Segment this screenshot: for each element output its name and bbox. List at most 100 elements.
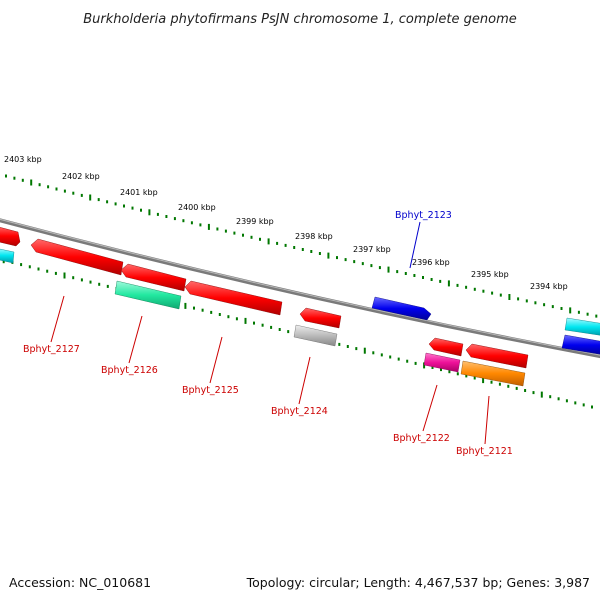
scale-minor-tick bbox=[456, 283, 459, 287]
genome-summary: Topology: circular; Length: 4,467,537 bp… bbox=[246, 575, 590, 590]
scale-minor-tick bbox=[448, 370, 451, 374]
scale-major-tick bbox=[447, 280, 450, 287]
gene-feature-bphyt-2124[interactable] bbox=[299, 307, 342, 329]
scale-major-tick bbox=[540, 391, 543, 398]
scale-major-tick bbox=[184, 302, 187, 309]
gene-feature-bphyt-2126[interactable] bbox=[114, 280, 182, 310]
scale-minor-tick bbox=[310, 250, 313, 253]
scale-minor-tick bbox=[498, 382, 501, 386]
scale-minor-tick bbox=[549, 395, 552, 399]
scale-minor-tick bbox=[346, 345, 349, 348]
gene-label-bphyt-2122[interactable]: Bphyt_2122 bbox=[393, 433, 450, 444]
chromosome-backbone bbox=[0, 218, 600, 359]
scale-label: 2397 kbp bbox=[353, 245, 391, 254]
gene-feature-bphyt-2125[interactable] bbox=[184, 280, 283, 316]
scale-major-tick bbox=[63, 272, 66, 279]
scale-minor-tick bbox=[586, 312, 589, 316]
gene-label-bphyt-2126[interactable]: Bphyt_2126 bbox=[101, 365, 158, 376]
scale-minor-tick bbox=[46, 269, 49, 273]
scale-minor-tick bbox=[482, 289, 485, 293]
scale-minor-tick bbox=[431, 366, 434, 369]
gene-feature-bphyt-2126-red[interactable] bbox=[120, 263, 187, 292]
scale-minor-tick bbox=[98, 282, 101, 286]
scale-minor-tick bbox=[270, 325, 273, 329]
scale-minor-tick bbox=[378, 266, 381, 270]
scale-major-tick bbox=[148, 209, 151, 216]
gene-feature-bphyt-2123[interactable] bbox=[371, 296, 432, 321]
scale-minor-tick bbox=[224, 229, 227, 233]
forward-track bbox=[371, 296, 600, 355]
accession-text: Accession: NC_010681 bbox=[9, 575, 151, 590]
scale-minor-tick bbox=[106, 284, 109, 288]
gene-label-bphyt-2123[interactable]: Bphyt_2123 bbox=[395, 210, 452, 221]
scale-minor-tick bbox=[97, 198, 100, 202]
scale-minor-tick bbox=[293, 246, 296, 249]
scale-minor-tick bbox=[37, 267, 40, 271]
scale-minor-tick bbox=[406, 359, 409, 363]
scale-minor-tick bbox=[422, 276, 424, 279]
scale-minor-tick bbox=[404, 272, 407, 275]
scale-minor-tick bbox=[397, 357, 400, 361]
scale-minor-tick bbox=[507, 384, 510, 388]
gene-feature-edge-cyan-left[interactable] bbox=[0, 248, 15, 264]
scale-minor-tick bbox=[338, 342, 341, 346]
gene-feature-bphyt-2122-red[interactable] bbox=[428, 337, 464, 357]
gene-label-bphyt-2125[interactable]: Bphyt_2125 bbox=[182, 385, 239, 396]
scale-label: 2400 kbp bbox=[178, 203, 216, 212]
scale-minor-tick bbox=[182, 219, 185, 223]
gene-feature-edge-cyan[interactable] bbox=[564, 317, 600, 336]
scale-major-tick bbox=[327, 252, 330, 259]
scale-minor-tick bbox=[372, 351, 375, 355]
gene-feature-bphyt-2121[interactable] bbox=[465, 343, 529, 369]
scale-minor-tick bbox=[80, 278, 83, 282]
gene-feature-edge-red[interactable] bbox=[0, 226, 21, 247]
scale-minor-tick bbox=[193, 306, 195, 310]
gene-label-bphyt-2127[interactable]: Bphyt_2127 bbox=[23, 344, 80, 355]
scale-labels: 2403 kbp 2402 kbp 2401 kbp 2400 kbp 2399… bbox=[4, 155, 568, 291]
scale-minor-tick bbox=[278, 328, 281, 331]
scale-minor-tick bbox=[54, 271, 57, 275]
scale-minor-tick bbox=[106, 200, 109, 204]
scale-minor-tick bbox=[216, 227, 219, 231]
scale-minor-tick bbox=[165, 215, 168, 218]
scale-minor-tick bbox=[591, 405, 593, 409]
scale-minor-tick bbox=[21, 178, 24, 182]
scale-minor-tick bbox=[199, 223, 202, 227]
scale-minor-tick bbox=[413, 274, 416, 277]
scale-minor-tick bbox=[235, 317, 238, 321]
scale-minor-tick bbox=[440, 368, 442, 372]
gene-feature-grey[interactable] bbox=[293, 324, 338, 347]
scale-minor-tick bbox=[80, 193, 83, 197]
scale-minor-tick bbox=[72, 276, 75, 280]
scale-minor-tick bbox=[473, 376, 476, 380]
scale-minor-tick bbox=[499, 293, 502, 297]
scale-major-tick bbox=[569, 307, 572, 314]
scale-minor-tick bbox=[380, 353, 383, 357]
scale-minor-tick bbox=[131, 206, 134, 210]
scale-minor-tick bbox=[63, 189, 66, 193]
scale-minor-tick bbox=[218, 313, 221, 316]
scale-minor-tick bbox=[140, 208, 142, 212]
scale-minor-tick bbox=[543, 303, 546, 307]
scale-label: 2402 kbp bbox=[62, 172, 100, 181]
scale-minor-tick bbox=[361, 262, 364, 266]
gene-feature-orange[interactable] bbox=[460, 360, 526, 387]
scale-minor-tick bbox=[473, 287, 476, 291]
scale-minor-tick bbox=[344, 258, 347, 262]
scale-minor-tick bbox=[574, 401, 577, 405]
gene-label-bphyt-2124[interactable]: Bphyt_2124 bbox=[271, 406, 328, 417]
gene-feature-edge-blue[interactable] bbox=[561, 334, 600, 355]
scale-label: 2399 kbp bbox=[236, 217, 274, 226]
scale-minor-tick bbox=[318, 252, 321, 255]
scale-minor-tick bbox=[38, 183, 41, 187]
gene-feature-bphyt-2127[interactable] bbox=[30, 238, 124, 276]
scale-minor-tick bbox=[465, 285, 468, 289]
scale-minor-tick bbox=[13, 176, 16, 180]
scale-label: 2398 kbp bbox=[295, 232, 333, 241]
gene-feature-bphyt-2122[interactable] bbox=[423, 352, 461, 373]
gene-label-bphyt-2121[interactable]: Bphyt_2121 bbox=[456, 446, 513, 457]
scale-minor-tick bbox=[276, 241, 279, 245]
map-title: Burkholderia phytofirmans PsJN chromosom… bbox=[83, 12, 517, 27]
scale-minor-tick bbox=[353, 260, 356, 264]
